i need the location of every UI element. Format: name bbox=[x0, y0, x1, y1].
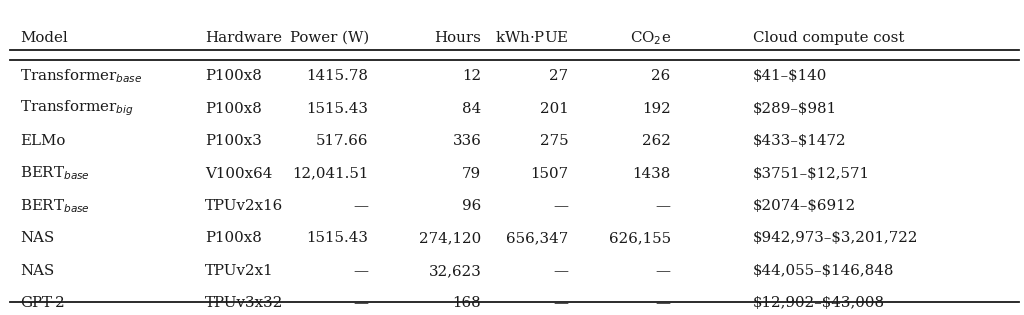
Text: Hardware: Hardware bbox=[205, 31, 282, 45]
Text: \$12,902–\$43,008: \$12,902–\$43,008 bbox=[753, 296, 885, 310]
Text: 274,120: 274,120 bbox=[419, 232, 481, 245]
Text: —: — bbox=[655, 199, 671, 213]
Text: \$2074–\$6912: \$2074–\$6912 bbox=[753, 199, 856, 213]
Text: P100x8: P100x8 bbox=[205, 69, 262, 83]
Text: 192: 192 bbox=[642, 102, 671, 116]
Text: 262: 262 bbox=[642, 134, 671, 148]
Text: P100x8: P100x8 bbox=[205, 102, 262, 116]
Text: —: — bbox=[353, 264, 369, 278]
Text: —: — bbox=[655, 296, 671, 310]
Text: 168: 168 bbox=[453, 296, 481, 310]
Text: Hours: Hours bbox=[434, 31, 481, 45]
Text: Model: Model bbox=[20, 31, 69, 45]
Text: Transformer$_{base}$: Transformer$_{base}$ bbox=[20, 67, 142, 85]
Text: kWh$\cdot$PUE: kWh$\cdot$PUE bbox=[495, 30, 568, 45]
Text: Transformer$_{big}$: Transformer$_{big}$ bbox=[20, 99, 134, 118]
Text: BERT$_{base}$: BERT$_{base}$ bbox=[20, 197, 90, 215]
Text: 275: 275 bbox=[540, 134, 568, 148]
Text: TPUv2x1: TPUv2x1 bbox=[205, 264, 273, 278]
Text: 517.66: 517.66 bbox=[316, 134, 369, 148]
Text: \$3751–\$12,571: \$3751–\$12,571 bbox=[753, 167, 869, 180]
Text: \$433–\$1472: \$433–\$1472 bbox=[753, 134, 846, 148]
Text: —: — bbox=[553, 199, 568, 213]
Text: Cloud compute cost: Cloud compute cost bbox=[753, 31, 904, 45]
Text: 32,623: 32,623 bbox=[428, 264, 481, 278]
Text: 96: 96 bbox=[462, 199, 481, 213]
Text: —: — bbox=[553, 264, 568, 278]
Text: 27: 27 bbox=[549, 69, 568, 83]
Text: TPUv2x16: TPUv2x16 bbox=[205, 199, 283, 213]
Text: NAS: NAS bbox=[20, 232, 54, 245]
Text: BERT$_{base}$: BERT$_{base}$ bbox=[20, 165, 90, 182]
Text: P100x3: P100x3 bbox=[205, 134, 262, 148]
Text: 1415.78: 1415.78 bbox=[306, 69, 369, 83]
Text: 626,155: 626,155 bbox=[608, 232, 671, 245]
Text: 26: 26 bbox=[651, 69, 671, 83]
Text: 12,041.51: 12,041.51 bbox=[292, 167, 369, 180]
Text: —: — bbox=[353, 199, 369, 213]
Text: CO$_2$e: CO$_2$e bbox=[630, 29, 671, 47]
Text: \$942,973–\$3,201,722: \$942,973–\$3,201,722 bbox=[753, 232, 919, 245]
Text: —: — bbox=[655, 264, 671, 278]
Text: 1515.43: 1515.43 bbox=[306, 102, 369, 116]
Text: \$289–\$981: \$289–\$981 bbox=[753, 102, 837, 116]
Text: P100x8: P100x8 bbox=[205, 232, 262, 245]
Text: Power (W): Power (W) bbox=[290, 31, 369, 45]
Text: GPT-2: GPT-2 bbox=[20, 296, 66, 310]
Text: 336: 336 bbox=[453, 134, 481, 148]
Text: 79: 79 bbox=[462, 167, 481, 180]
Text: 84: 84 bbox=[462, 102, 481, 116]
Text: —: — bbox=[353, 296, 369, 310]
Text: 656,347: 656,347 bbox=[506, 232, 568, 245]
Text: 1438: 1438 bbox=[633, 167, 671, 180]
Text: ELMo: ELMo bbox=[20, 134, 66, 148]
Text: 1515.43: 1515.43 bbox=[306, 232, 369, 245]
Text: 201: 201 bbox=[540, 102, 568, 116]
Text: NAS: NAS bbox=[20, 264, 54, 278]
Text: \$44,055–\$146,848: \$44,055–\$146,848 bbox=[753, 264, 894, 278]
Text: \$41–\$140: \$41–\$140 bbox=[753, 69, 827, 83]
Text: —: — bbox=[553, 296, 568, 310]
Text: V100x64: V100x64 bbox=[205, 167, 272, 180]
Text: 12: 12 bbox=[462, 69, 481, 83]
Text: TPUv3x32: TPUv3x32 bbox=[205, 296, 284, 310]
Text: 1507: 1507 bbox=[530, 167, 568, 180]
